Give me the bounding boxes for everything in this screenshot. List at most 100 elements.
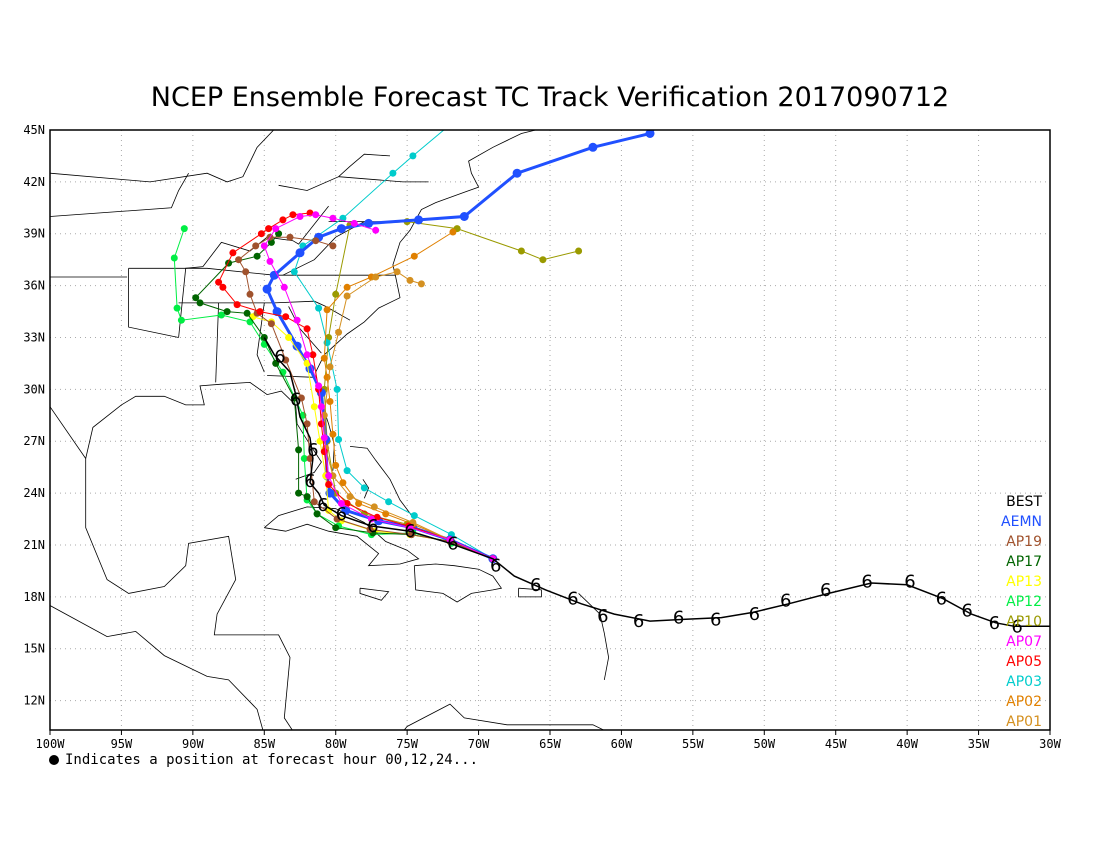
track-point-ap17 [275, 230, 283, 238]
track-point-ap17 [223, 308, 231, 316]
lon-tick-label: 50W [753, 737, 775, 751]
track-point-ap07 [260, 242, 268, 250]
track-point-ap19 [267, 320, 275, 328]
track-point-ap07 [367, 515, 375, 523]
track-point-ap05 [317, 420, 325, 428]
track-point-aemn [660, 112, 669, 121]
track-point-ap17 [303, 493, 311, 501]
track-point-ap03 [315, 304, 323, 312]
track-point-ap05 [279, 216, 287, 224]
legend-entry-ap05: AP05 [1006, 654, 1042, 670]
lat-tick-label: 18N [23, 590, 45, 604]
lat-tick-label: 15N [23, 642, 45, 656]
forecast-tracks [170, 112, 1050, 628]
lon-tick-label: 30W [1039, 737, 1061, 751]
coastline-segment [349, 446, 415, 520]
hurricane-symbol-icon: 6 [290, 390, 301, 411]
track-point-ap17 [196, 299, 204, 307]
track-point-ap02 [449, 228, 457, 236]
track-point-ap17 [313, 510, 321, 518]
track-point-ap03 [447, 121, 454, 128]
track-point-aemn [645, 130, 655, 138]
coastline-segment [518, 587, 542, 598]
legend-entry-ap13: AP13 [1006, 574, 1042, 590]
track-point-ap07 [293, 316, 301, 324]
legend-entry-best: BEST [1006, 494, 1042, 510]
legend-entry-ap10: AP10 [1006, 614, 1042, 630]
coastline-segment [50, 605, 264, 730]
lat-tick-label: 27N [23, 434, 45, 448]
track-line-ap10 [323, 221, 579, 560]
track-point-ap17 [295, 489, 303, 497]
track-point-aemn [588, 142, 598, 152]
track-point-ap07 [446, 536, 454, 544]
coastlines [50, 130, 610, 730]
track-point-aemn [295, 248, 305, 258]
hurricane-symbol-icon: 6 [336, 504, 347, 525]
track-line-ap07 [263, 214, 494, 560]
lon-tick-label: 100W [36, 737, 66, 751]
hurricane-symbol-icon: 6 [317, 495, 328, 516]
lon-tick-label: 65W [539, 737, 561, 751]
legend: BEST AEMN AP19 AP17 AP13 AP12 AP10 AP07 AP05 AP03… [1001, 494, 1042, 730]
track-point-aemn [292, 341, 302, 351]
track-point-aemn [262, 284, 272, 294]
track-point-ap19 [286, 233, 294, 241]
track-point-ap19 [246, 290, 254, 298]
lon-tick-label: 95W [111, 737, 133, 751]
lon-tick-label: 85W [253, 737, 275, 751]
track-point-ap07 [296, 213, 304, 220]
coastline-segment [278, 153, 391, 191]
hurricane-symbol-icon: 6 [1011, 616, 1022, 637]
hurricane-symbol-icon: 6 [936, 589, 947, 610]
lon-tick-label: 40W [896, 737, 918, 751]
track-point-ap03 [343, 467, 351, 475]
track-point-ap19 [297, 394, 305, 402]
track-point-aemn [414, 215, 424, 225]
track-point-ap19 [306, 455, 314, 462]
footnote-text: Indicates a position at forecast hour 00… [65, 752, 479, 768]
track-point-ap03 [410, 512, 418, 520]
track-point-ap07 [266, 257, 274, 265]
track-point-ap05 [289, 211, 297, 219]
track-line-aemn [265, 130, 655, 561]
legend-entry-aemn: AEMN [1001, 514, 1042, 530]
track-point-ap05 [373, 513, 381, 521]
track-point-ap05 [325, 481, 333, 488]
coastline-segment [128, 267, 396, 276]
track-point-ap19 [242, 268, 250, 276]
track-point-ap05 [215, 278, 223, 286]
track-point-ap17 [272, 359, 280, 367]
track-point-ap05 [229, 249, 237, 257]
hurricane-symbol-icon: 6 [307, 440, 318, 461]
track-line-ap02 [323, 231, 494, 560]
track-line-ap12 [173, 228, 494, 560]
hurricane-symbol-icon: 6 [304, 471, 315, 492]
track-point-ap01 [417, 280, 425, 288]
hurricane-symbol-icon: 6 [274, 347, 285, 368]
track-point-ap10 [575, 247, 583, 255]
track-point-ap03 [335, 436, 343, 443]
lon-tick-label: 35W [968, 737, 990, 751]
track-point-ap19 [282, 356, 290, 364]
track-point-ap19 [303, 420, 311, 428]
track-point-ap05 [219, 283, 227, 291]
coastline-segment [50, 130, 275, 183]
hurricane-symbol-icon: 6 [597, 606, 608, 627]
track-point-ap19 [333, 515, 341, 523]
track-point-ap12 [217, 311, 225, 319]
legend-entry-ap19: AP19 [1006, 534, 1042, 550]
track-ap19 [235, 233, 497, 563]
track-point-ap01 [372, 273, 380, 281]
track-point-ap03 [333, 385, 341, 393]
track-point-ap01 [370, 503, 378, 511]
lon-tick-label: 75W [396, 737, 418, 751]
hurricane-symbol-icon: 6 [780, 590, 791, 611]
track-point-ap02 [329, 430, 337, 438]
lon-tick-label: 80W [325, 737, 347, 751]
dot-marker-icon [49, 755, 59, 765]
track-point-ap03 [290, 268, 298, 276]
track-point-ap17 [253, 252, 261, 260]
track-point-ap17 [243, 309, 251, 317]
